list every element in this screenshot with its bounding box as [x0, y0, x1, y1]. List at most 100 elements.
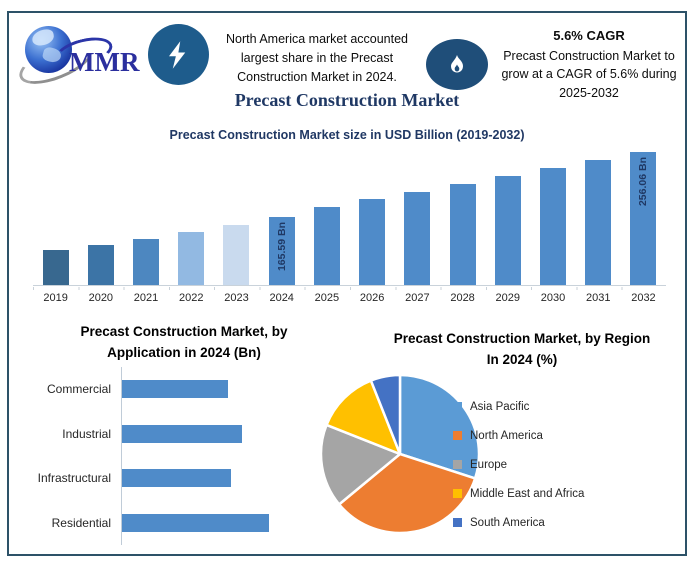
column-2021 — [123, 146, 168, 285]
x-axis-label-2028: 2028 — [450, 292, 475, 304]
pie-slice-asia-pacific — [398, 373, 481, 480]
x-axis-label-2029: 2029 — [495, 292, 521, 304]
bar-2031 — [585, 160, 612, 285]
cagr-line: Precast Construction Market to — [503, 48, 675, 63]
bar-2030 — [540, 168, 567, 285]
column-2028 — [440, 146, 485, 285]
column-2024: 165.59 Bn — [259, 146, 304, 285]
lightning-badge — [148, 24, 209, 85]
bar-2028 — [449, 184, 476, 285]
application-chart-plot: Commercial Industrial Infrastructural Resid… — [21, 367, 326, 545]
legend-label: South America — [470, 516, 545, 529]
column-chart-title: Precast Construction Market size in USD … — [169, 128, 525, 142]
column-2032: 256.06 Bn — [621, 146, 666, 285]
legend-label: North America — [470, 429, 543, 442]
legend-item-europe: Europe — [453, 450, 584, 479]
bar-track — [121, 500, 326, 545]
x-axis-labels: 2019 2020 2021 2022 2023 2024 2025 2026 2027 2028… — [33, 292, 666, 304]
bar-2024: 165.59 Bn — [268, 217, 295, 285]
column-chart-plot: 165.59 Bn 256.06 Bn — [33, 146, 666, 286]
page-title: Precast Construction Market — [234, 90, 460, 110]
bar-2025 — [313, 207, 340, 285]
column-2026 — [350, 146, 395, 285]
application-chart-title: Precast Construction Market, by Applicat… — [80, 324, 288, 360]
region-chart-title: Precast Construction Market, by Region I… — [393, 331, 651, 367]
bar-2022 — [178, 232, 205, 285]
region-pie-chart — [319, 373, 481, 535]
bar-2023 — [223, 225, 250, 285]
category-label: Industrial — [62, 426, 111, 441]
flame-icon — [451, 54, 463, 72]
legend-marker — [453, 431, 462, 440]
x-axis-label-2025: 2025 — [314, 292, 340, 304]
globe-icon — [25, 26, 72, 73]
app-row-residential: Residential — [21, 500, 326, 545]
cagr-line: grow at a CAGR of 5.6% during — [501, 67, 677, 82]
app-row-commercial: Commercial — [21, 367, 326, 412]
x-axis-label-2020: 2020 — [88, 292, 114, 304]
bar-2026 — [359, 199, 386, 285]
category-label: Residential — [51, 515, 111, 530]
cagr-value: 5.6% CAGR — [553, 28, 625, 43]
column-2025 — [304, 146, 349, 285]
header-highlight-text: North America market accounted largest s… — [210, 30, 424, 86]
pie-slice-europe — [319, 423, 402, 506]
x-axis-label-2030: 2030 — [540, 292, 566, 304]
bar-2020 — [87, 245, 114, 285]
x-axis-label-2024: 2024 — [269, 292, 294, 304]
bar-value-label: 256.06 Bn — [637, 157, 650, 207]
legend-item-middle-east-and-africa: Middle East and Africa — [453, 479, 584, 508]
column-2023 — [214, 146, 259, 285]
header-highlight-line: North America market accounted — [225, 32, 409, 46]
legend-marker — [453, 489, 462, 498]
column-2031 — [576, 146, 621, 285]
bar-2032: 256.06 Bn — [630, 152, 657, 285]
bar-2019 — [42, 250, 69, 285]
bar-residential — [122, 513, 269, 532]
column-2019 — [33, 146, 78, 285]
logo-text: MMR — [69, 47, 140, 77]
cagr-line: 2025-2032 — [559, 86, 619, 100]
column-2029 — [485, 146, 530, 285]
bar-track — [121, 411, 326, 456]
column-2030 — [530, 146, 575, 285]
bar-2027 — [404, 192, 431, 285]
legend-label: Middle East and Africa — [470, 487, 585, 500]
header-highlight-line: largest share in the Precast — [240, 50, 394, 65]
pie-legend: Asia Pacific North America Europe Middle Ea… — [453, 392, 584, 537]
x-axis-label-2026: 2026 — [359, 292, 385, 304]
x-axis-label-2019: 2019 — [43, 292, 68, 304]
legend-marker — [453, 460, 462, 469]
x-axis-ticks — [33, 287, 667, 290]
legend-item-south-america: South America — [453, 508, 584, 537]
legend-label: Europe — [470, 458, 508, 471]
bar-track — [121, 456, 326, 501]
bar-commercial — [122, 380, 228, 399]
mmr-logo: MMR — [13, 23, 149, 93]
bar-2021 — [133, 239, 160, 285]
column-2027 — [395, 146, 440, 285]
bar-industrial — [122, 424, 242, 443]
bar-track — [121, 367, 326, 412]
legend-marker — [453, 402, 462, 411]
category-label: Commercial — [46, 382, 111, 397]
column-2022 — [169, 146, 214, 285]
column-2020 — [78, 146, 123, 285]
lightning-icon — [168, 40, 185, 69]
flame-badge — [426, 39, 488, 90]
bar-value-label: 165.59 Bn — [275, 222, 288, 272]
bar-infrastructural — [122, 469, 231, 488]
legend-item-north-america: North America — [453, 421, 584, 450]
x-axis-label-2022: 2022 — [179, 292, 204, 304]
legend-label: Asia Pacific — [470, 400, 530, 413]
legend-item-asia-pacific: Asia Pacific — [453, 392, 584, 421]
x-axis-label-2032: 2032 — [631, 292, 656, 304]
app-row-industrial: Industrial — [21, 411, 326, 456]
x-axis-label-2027: 2027 — [405, 292, 430, 304]
app-row-infrastructural: Infrastructural — [21, 456, 326, 501]
infographic-frame: MMR North America market accounted large… — [7, 11, 687, 556]
header-highlight-line: Construction Market in 2024. — [237, 69, 397, 84]
bar-2029 — [494, 176, 521, 285]
x-axis-label-2031: 2031 — [585, 292, 611, 304]
category-label: Infrastructural — [37, 471, 111, 486]
